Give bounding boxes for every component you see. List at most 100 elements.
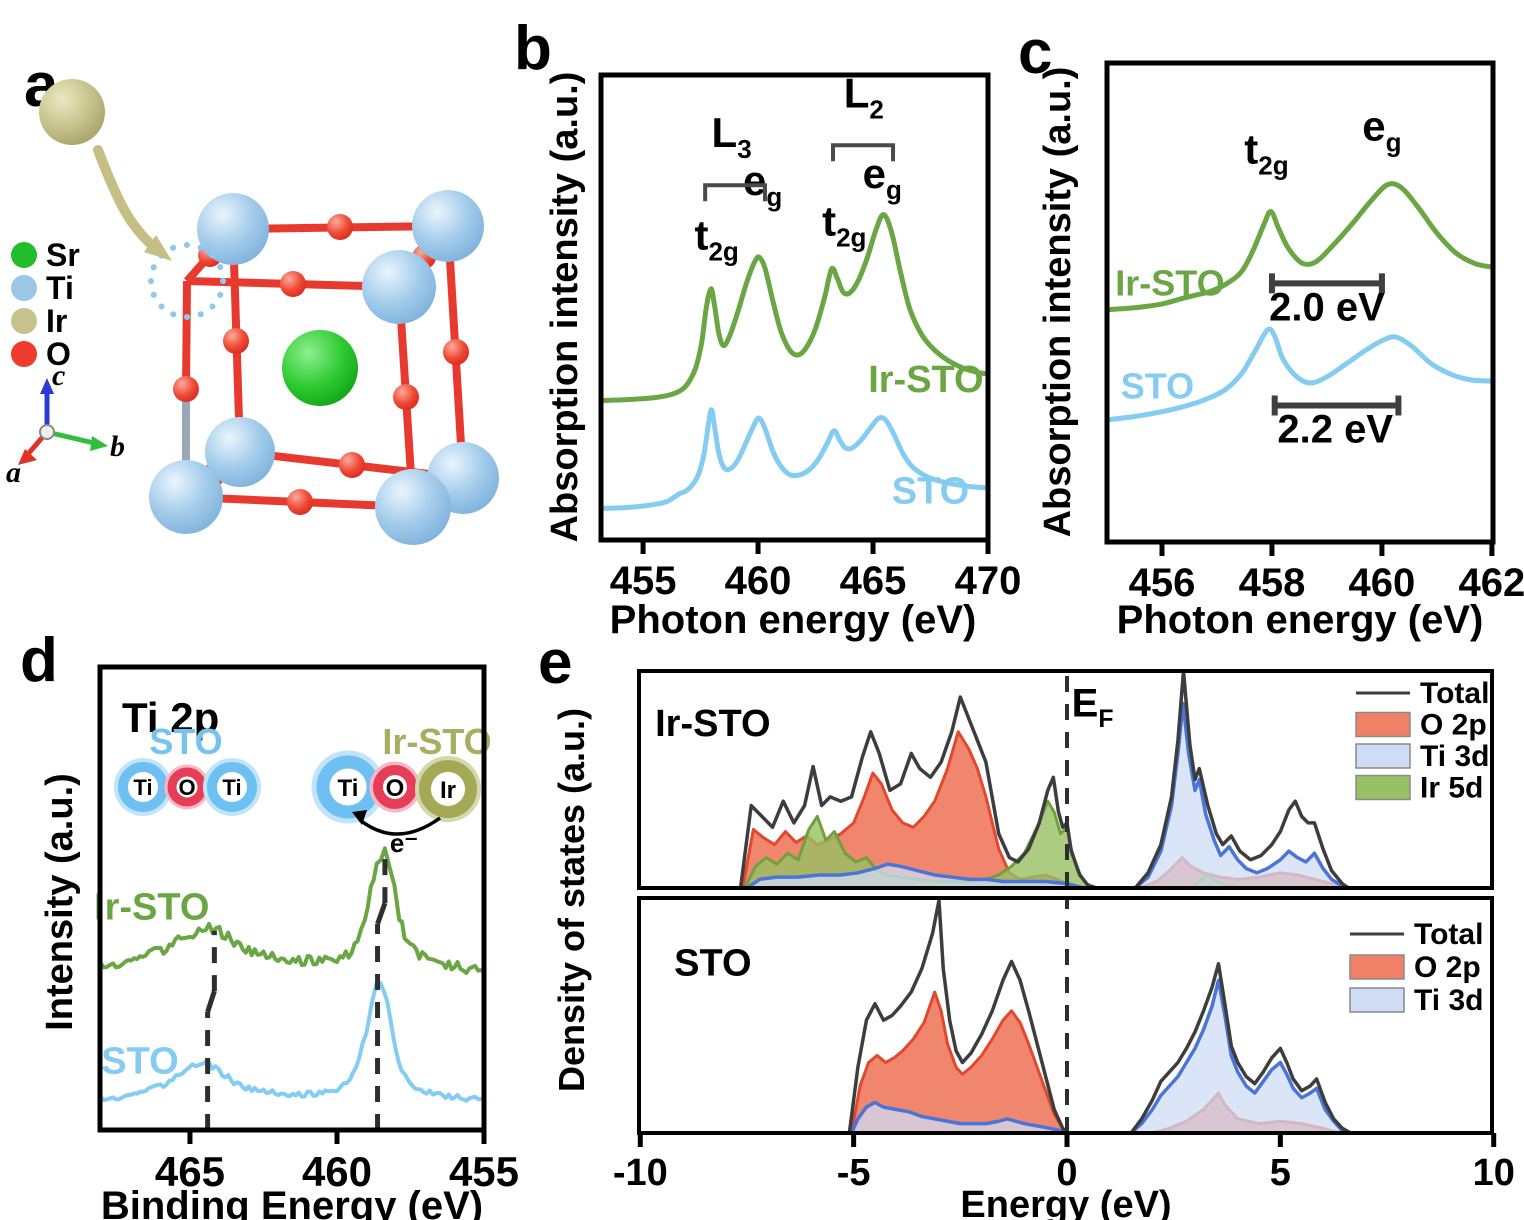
annotation-label: t2g xyxy=(694,211,738,266)
inset-irsto-atom-ir: Ir xyxy=(440,777,456,804)
legend-label: Ti 3d xyxy=(1420,740,1489,773)
a-axis-label: a xyxy=(6,456,21,489)
x-tick-label: 455 xyxy=(610,559,677,603)
b-axis-label: b xyxy=(110,430,125,463)
inset-title: Ti 2p xyxy=(122,694,219,741)
legend-swatch-icon xyxy=(1349,954,1405,980)
series-line-Total xyxy=(639,671,1492,888)
substitution-arrowhead xyxy=(144,235,172,261)
legend-sr-icon xyxy=(11,242,37,268)
series-line-STO xyxy=(100,981,484,1103)
x-tick-label: 470 xyxy=(955,559,1022,603)
annotation-label: STO xyxy=(101,1041,178,1083)
annotation-label: t2g xyxy=(1244,126,1288,181)
legend-label: O 2p xyxy=(1414,951,1481,984)
kink-segment xyxy=(375,902,388,925)
series-layer xyxy=(639,898,1492,1133)
plot-border xyxy=(637,669,1494,890)
c-axis-label: c xyxy=(52,359,65,392)
legend-label: O 2p xyxy=(1420,709,1487,742)
annotation-label: 2.0 eV xyxy=(1269,286,1385,330)
axes-origin xyxy=(39,424,55,440)
x-tick-label: 456 xyxy=(1129,561,1196,605)
plot-border xyxy=(598,72,991,543)
series-line-Total xyxy=(639,898,1492,1133)
electron-transfer-arrow xyxy=(358,816,442,836)
annotation-label: t2g xyxy=(822,197,866,252)
annotation-label: STO xyxy=(1121,365,1194,406)
b-axis-arrow-icon xyxy=(90,436,108,451)
series-line-STO xyxy=(1107,326,1493,423)
series-area-O 2p xyxy=(742,731,1349,888)
x-tick-label: 460 xyxy=(1349,561,1416,605)
ir-atom xyxy=(39,79,105,145)
legend-o-label: O xyxy=(46,336,71,372)
x-tick-label: 0 xyxy=(1056,1152,1077,1194)
ti2p-inset-diagram: Ti 2p STO Ir-STO Ti O Ti xyxy=(114,694,492,858)
sr-atom xyxy=(282,330,358,406)
series-line-STO xyxy=(601,407,988,511)
x-tick-label: 10 xyxy=(1473,1152,1515,1194)
series-line-Ir-STO xyxy=(100,846,484,976)
x-tick-label: 455 xyxy=(449,1148,519,1195)
series-line-Ir-STO xyxy=(601,212,988,403)
legend-swatch-icon xyxy=(1355,711,1411,738)
x-tick-label: 460 xyxy=(725,559,792,603)
x-tick-label: -10 xyxy=(613,1152,668,1194)
legend-ti-label: Ti xyxy=(46,270,74,306)
x-tick-label: 465 xyxy=(840,559,907,603)
legend-ir-icon xyxy=(11,308,37,334)
inset-sto-atom-ti2: Ti xyxy=(222,775,241,800)
inset-irsto-label: Ir-STO xyxy=(382,721,491,762)
legend-label: Total xyxy=(1420,677,1489,710)
panel-b-letter: b xyxy=(514,14,552,83)
crystal-structure-diagram: Sr Ti Ir O c b a xyxy=(6,79,499,545)
annotation-label: Ir-STO xyxy=(1115,262,1224,303)
legend-swatch-icon xyxy=(1355,774,1411,801)
panel-d-x-axis-title: Binding Energy (eV) xyxy=(100,1184,484,1220)
inset-sto-label: STO xyxy=(149,721,222,762)
x-tick-label: 462 xyxy=(1459,561,1524,605)
inset-irsto-atom-ti: Ti xyxy=(338,775,359,802)
series-area-Ti 3d xyxy=(640,980,1490,1133)
legend-swatch-icon xyxy=(1355,743,1411,769)
electron-label: e⁻ xyxy=(390,828,418,858)
substitution-arrow xyxy=(93,145,161,254)
series-layer xyxy=(1107,181,1493,423)
annotation-label: L3 xyxy=(712,109,752,164)
panel-e-x-axis-title: Energy (eV) xyxy=(960,1184,1172,1220)
series-layer xyxy=(100,846,484,1103)
inset-irsto-atom-o: O xyxy=(386,775,405,802)
crystal-legend: Sr Ti Ir O xyxy=(11,237,80,372)
legend-sr-label: Sr xyxy=(46,237,80,273)
series-layer xyxy=(601,212,988,511)
plot-border xyxy=(97,664,487,1133)
crystal-axes: c b a xyxy=(6,359,125,489)
annotation-label: EF xyxy=(1072,682,1114,733)
x-tick-label: 458 xyxy=(1239,561,1306,605)
legend-ir-label: Ir xyxy=(46,303,67,339)
inset-sto-atom-o: O xyxy=(178,775,195,800)
x-tick-label: 5 xyxy=(1270,1152,1291,1194)
ti-atoms xyxy=(149,190,499,545)
panel-c-letter: c xyxy=(1018,18,1053,87)
bracket xyxy=(831,143,896,162)
bracket xyxy=(703,183,767,202)
vacancy-dashed-circle xyxy=(148,242,226,320)
inset-irsto-molecule: Ti O Ir xyxy=(311,750,481,824)
annotation-label: 2.2 eV xyxy=(1277,407,1393,451)
panel-e-letter: e xyxy=(538,628,573,697)
annotation-label: STO xyxy=(674,943,751,985)
annotation-label: eg xyxy=(863,150,902,205)
series-line-Ti 3d xyxy=(639,978,1492,1133)
panel-c-x-axis-title: Photon energy (eV) xyxy=(1116,598,1484,642)
c-axis-arrow-icon xyxy=(40,378,54,394)
series-area-Ir 5d xyxy=(744,801,1247,888)
legend-label: Ti 3d xyxy=(1414,984,1483,1017)
kink-segment xyxy=(205,990,217,1013)
annotation-label: eg xyxy=(1362,103,1401,158)
